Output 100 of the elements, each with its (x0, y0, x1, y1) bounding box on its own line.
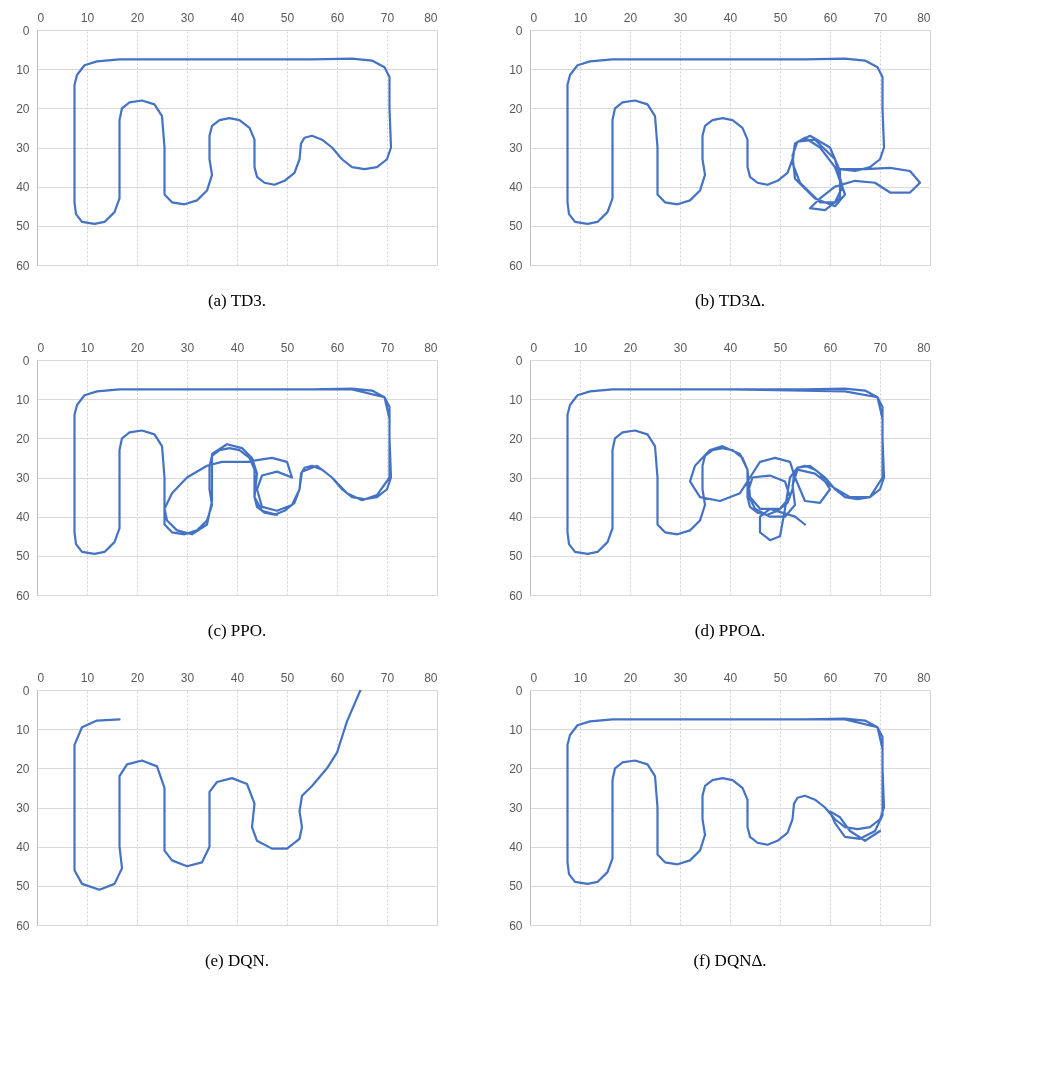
y-tick-label: 50 (16, 549, 30, 564)
y-tick-label: 10 (509, 392, 523, 407)
y-tick-label: 60 (16, 588, 30, 603)
x-tick-label: 0 (530, 10, 538, 25)
y-tick-label: 0 (515, 353, 523, 368)
y-tick-label: 0 (22, 683, 30, 698)
x-tick-label: 70 (873, 10, 888, 25)
y-tick-label: 40 (509, 510, 523, 525)
y-tick-label: 50 (509, 879, 523, 894)
x-tick-label: 50 (280, 670, 295, 685)
text: (a) TD3. (207, 291, 267, 310)
x-tick-label: 60 (823, 340, 838, 355)
y-tick-label: 0 (22, 353, 30, 368)
line-series (566, 717, 886, 885)
x-tick-label: 60 (823, 10, 838, 25)
x-tick-label: 0 (37, 10, 45, 25)
y-tick-label: 50 (509, 549, 523, 564)
x-tick-label: 50 (773, 670, 788, 685)
x-tick-label: 20 (623, 670, 638, 685)
x-tick-label: 30 (673, 10, 688, 25)
text: (c) PPO. (207, 621, 267, 640)
y-tick-label: 10 (16, 392, 30, 407)
y-tick-label: 20 (509, 101, 523, 116)
x-tick-label: 40 (723, 10, 738, 25)
line-series (73, 387, 393, 555)
x-tick-label: 10 (80, 10, 95, 25)
y-tick-label: 40 (16, 180, 30, 195)
line-series (566, 387, 886, 555)
x-tick-label: 10 (80, 670, 95, 685)
y-tick-label: 0 (22, 23, 30, 38)
y-tick-label: 50 (509, 219, 523, 234)
x-tick-label: 0 (530, 670, 538, 685)
x-tick-label: 80 (917, 10, 931, 25)
y-tick-label: 50 (16, 879, 30, 894)
y-tick-label: 40 (509, 180, 523, 195)
x-tick-label: 60 (330, 10, 345, 25)
x-tick-label: 60 (330, 670, 345, 685)
y-tick-label: 10 (16, 722, 30, 737)
x-tick-label: 0 (37, 670, 45, 685)
y-tick-label: 40 (16, 510, 30, 525)
y-tick-label: 0 (515, 23, 523, 38)
x-tick-label: 80 (917, 670, 931, 685)
x-tick-label: 20 (130, 10, 145, 25)
x-tick-label: 40 (230, 670, 245, 685)
x-tick-label: 70 (380, 340, 395, 355)
x-tick-label: 10 (573, 670, 588, 685)
x-tick-label: 60 (330, 340, 345, 355)
x-tick-label: 20 (130, 670, 145, 685)
x-tick-label: 50 (773, 340, 788, 355)
x-tick-label: 70 (380, 670, 395, 685)
x-tick-label: 30 (673, 670, 688, 685)
x-tick-label: 30 (180, 10, 195, 25)
y-tick-label: 40 (509, 840, 523, 855)
y-tick-label: 30 (509, 141, 523, 155)
x-tick-label: 10 (573, 10, 588, 25)
x-tick-label: 40 (723, 340, 738, 355)
line-series (566, 57, 922, 225)
y-tick-label: 30 (16, 801, 30, 815)
x-tick-label: 20 (623, 10, 638, 25)
x-tick-label: 0 (530, 340, 538, 355)
x-tick-label: 50 (280, 340, 295, 355)
x-tick-label: 40 (230, 340, 245, 355)
y-tick-label: 30 (509, 801, 523, 815)
x-tick-label: 10 (573, 340, 588, 355)
x-tick-label: 30 (673, 340, 688, 355)
x-tick-label: 0 (37, 340, 45, 355)
y-tick-label: 0 (515, 683, 523, 698)
x-tick-label: 50 (773, 10, 788, 25)
y-tick-label: 60 (509, 258, 523, 273)
x-tick-label: 70 (380, 10, 395, 25)
x-tick-label: 10 (80, 340, 95, 355)
x-tick-label: 80 (424, 10, 438, 25)
text: (e) DQN. (204, 951, 270, 970)
y-tick-label: 60 (16, 258, 30, 273)
x-tick-label: 70 (873, 670, 888, 685)
y-tick-label: 10 (509, 62, 523, 77)
y-tick-label: 20 (509, 761, 523, 776)
x-tick-label: 30 (180, 670, 195, 685)
line-series (73, 690, 362, 891)
line-series (73, 57, 393, 225)
y-tick-label: 10 (509, 722, 523, 737)
y-tick-label: 60 (509, 588, 523, 603)
x-tick-label: 80 (917, 340, 931, 355)
y-tick-label: 40 (16, 840, 30, 855)
text: (d) PPOΔ. (694, 621, 766, 640)
y-tick-label: 50 (16, 219, 30, 234)
x-tick-label: 70 (873, 340, 888, 355)
text: (b) TD3Δ. (694, 291, 766, 310)
y-tick-label: 30 (16, 141, 30, 155)
y-tick-label: 30 (509, 471, 523, 485)
y-tick-label: 20 (16, 761, 30, 776)
x-tick-label: 30 (180, 340, 195, 355)
x-tick-label: 20 (130, 340, 145, 355)
y-tick-label: 20 (16, 431, 30, 446)
x-tick-label: 20 (623, 340, 638, 355)
x-tick-label: 60 (823, 670, 838, 685)
x-tick-label: 40 (230, 10, 245, 25)
y-tick-label: 30 (16, 471, 30, 485)
x-tick-label: 80 (424, 670, 438, 685)
y-tick-label: 10 (16, 62, 30, 77)
